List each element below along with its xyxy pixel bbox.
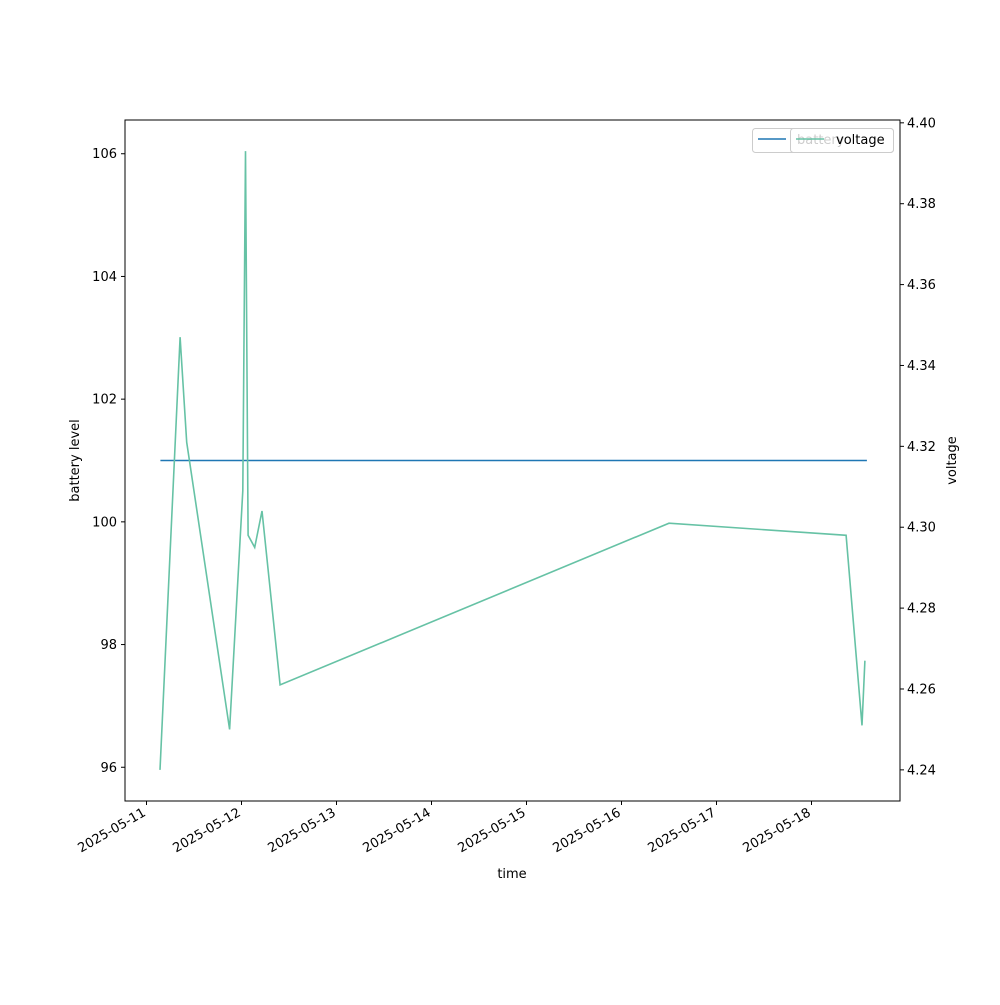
y-right-tick-label: 4.24 [907, 763, 936, 778]
x-tick-label: 2025-05-16 [551, 805, 624, 856]
x-tick-label: 2025-05-14 [361, 805, 434, 856]
x-tick-label: 2025-05-12 [171, 805, 244, 856]
series-line-voltage [159, 151, 866, 770]
x-tick-label: 2025-05-18 [741, 805, 814, 856]
plot-frame [124, 119, 901, 802]
y-right-tick-label: 4.34 [907, 359, 936, 374]
y-right-tick-label: 4.26 [907, 682, 936, 697]
y-right-tick-label: 4.40 [907, 116, 936, 131]
y-left-tick-label: 102 [92, 393, 117, 408]
y-right-tick-label: 4.38 [907, 197, 936, 212]
y-left-tick-label: 106 [92, 147, 117, 162]
x-tick-label: 2025-05-15 [456, 805, 529, 856]
y-right-tick-label: 4.32 [907, 440, 936, 455]
y-left-tick-label: 104 [92, 270, 117, 285]
y-right-tick-label: 4.36 [907, 278, 936, 293]
y-right-tick-label: 4.28 [907, 602, 936, 617]
x-tick-label: 2025-05-11 [76, 805, 149, 856]
y-left-tick-label: 100 [92, 515, 117, 530]
legend-label-voltage: voltage [836, 133, 885, 148]
y-left-axis-label: battery level [68, 419, 83, 502]
x-tick-label: 2025-05-13 [266, 805, 339, 856]
x-tick-label: 2025-05-17 [646, 805, 719, 856]
y-right-tick-label: 4.30 [907, 521, 936, 536]
y-left-tick-label: 96 [100, 761, 117, 776]
y-right-axis-label: voltage [945, 436, 960, 485]
y-left-tick-label: 98 [100, 638, 117, 653]
legend-box-voltage [790, 128, 894, 153]
x-axis-label: time [497, 867, 526, 882]
